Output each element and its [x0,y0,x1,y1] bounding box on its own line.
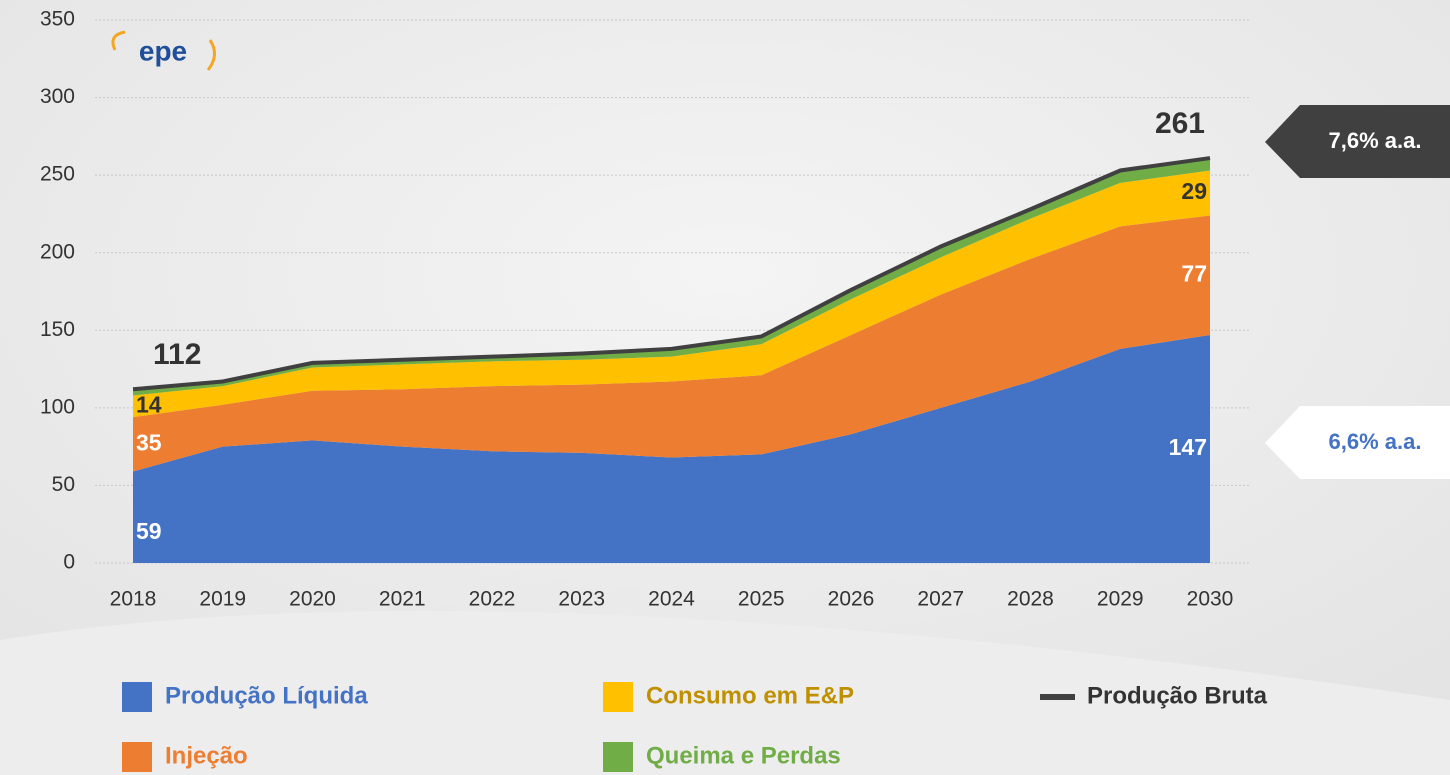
data-label: 35 [136,429,162,455]
area [133,158,1210,396]
area [133,170,1210,418]
x-tick-label: 2018 [110,588,157,611]
logo-arc [206,39,216,71]
x-tick-label: 2019 [199,588,246,611]
data-label: 261 [1155,107,1205,140]
x-tick-label: 2023 [558,588,605,611]
callout [1265,406,1450,479]
data-label: 59 [136,518,162,544]
y-tick-label: 250 [40,163,75,186]
data-label: 147 [1169,434,1207,460]
data-label: 77 [1181,260,1207,286]
legend-label: Injeção [165,742,248,769]
y-tick-label: 300 [40,85,75,108]
legend-label: Produção Bruta [1087,682,1268,709]
y-tick-label: 50 [52,473,75,496]
legend-label: Consumo em E&P [646,682,854,709]
y-tick-label: 200 [40,240,75,263]
x-tick-label: 2027 [917,588,964,611]
x-tick-label: 2028 [1007,588,1054,611]
logo: epe [139,35,187,66]
y-tick-label: 150 [40,318,75,341]
x-tick-label: 2030 [1187,588,1234,611]
area [133,334,1210,563]
x-tick-label: 2029 [1097,588,1144,611]
legend-swatch [603,742,633,772]
legend-label: Produção Líquida [165,682,368,709]
callout [1265,105,1450,178]
legend-swatch [122,682,152,712]
logo-arc [111,30,126,51]
x-tick-label: 2022 [469,588,516,611]
area [133,215,1210,472]
legend-swatch [122,742,152,772]
data-label: 112 [153,338,201,371]
y-tick-label: 0 [63,551,75,574]
y-tick-label: 100 [40,395,75,418]
legend-label: Queima e Perdas [646,742,841,769]
x-tick-label: 2020 [289,588,336,611]
annotation: 7,6% a.a. [1329,128,1422,153]
annotation: 6,6% a.a. [1329,429,1422,454]
data-label: 14 [136,391,162,417]
x-tick-label: 2025 [738,588,785,611]
line [132,156,1211,392]
swoosh [0,610,1450,775]
y-tick-label: 350 [40,8,75,31]
data-label: 29 [1181,178,1207,204]
x-tick-label: 2021 [379,588,426,611]
legend-swatch [603,682,633,712]
x-tick-label: 2024 [648,588,695,611]
x-tick-label: 2026 [828,588,875,611]
